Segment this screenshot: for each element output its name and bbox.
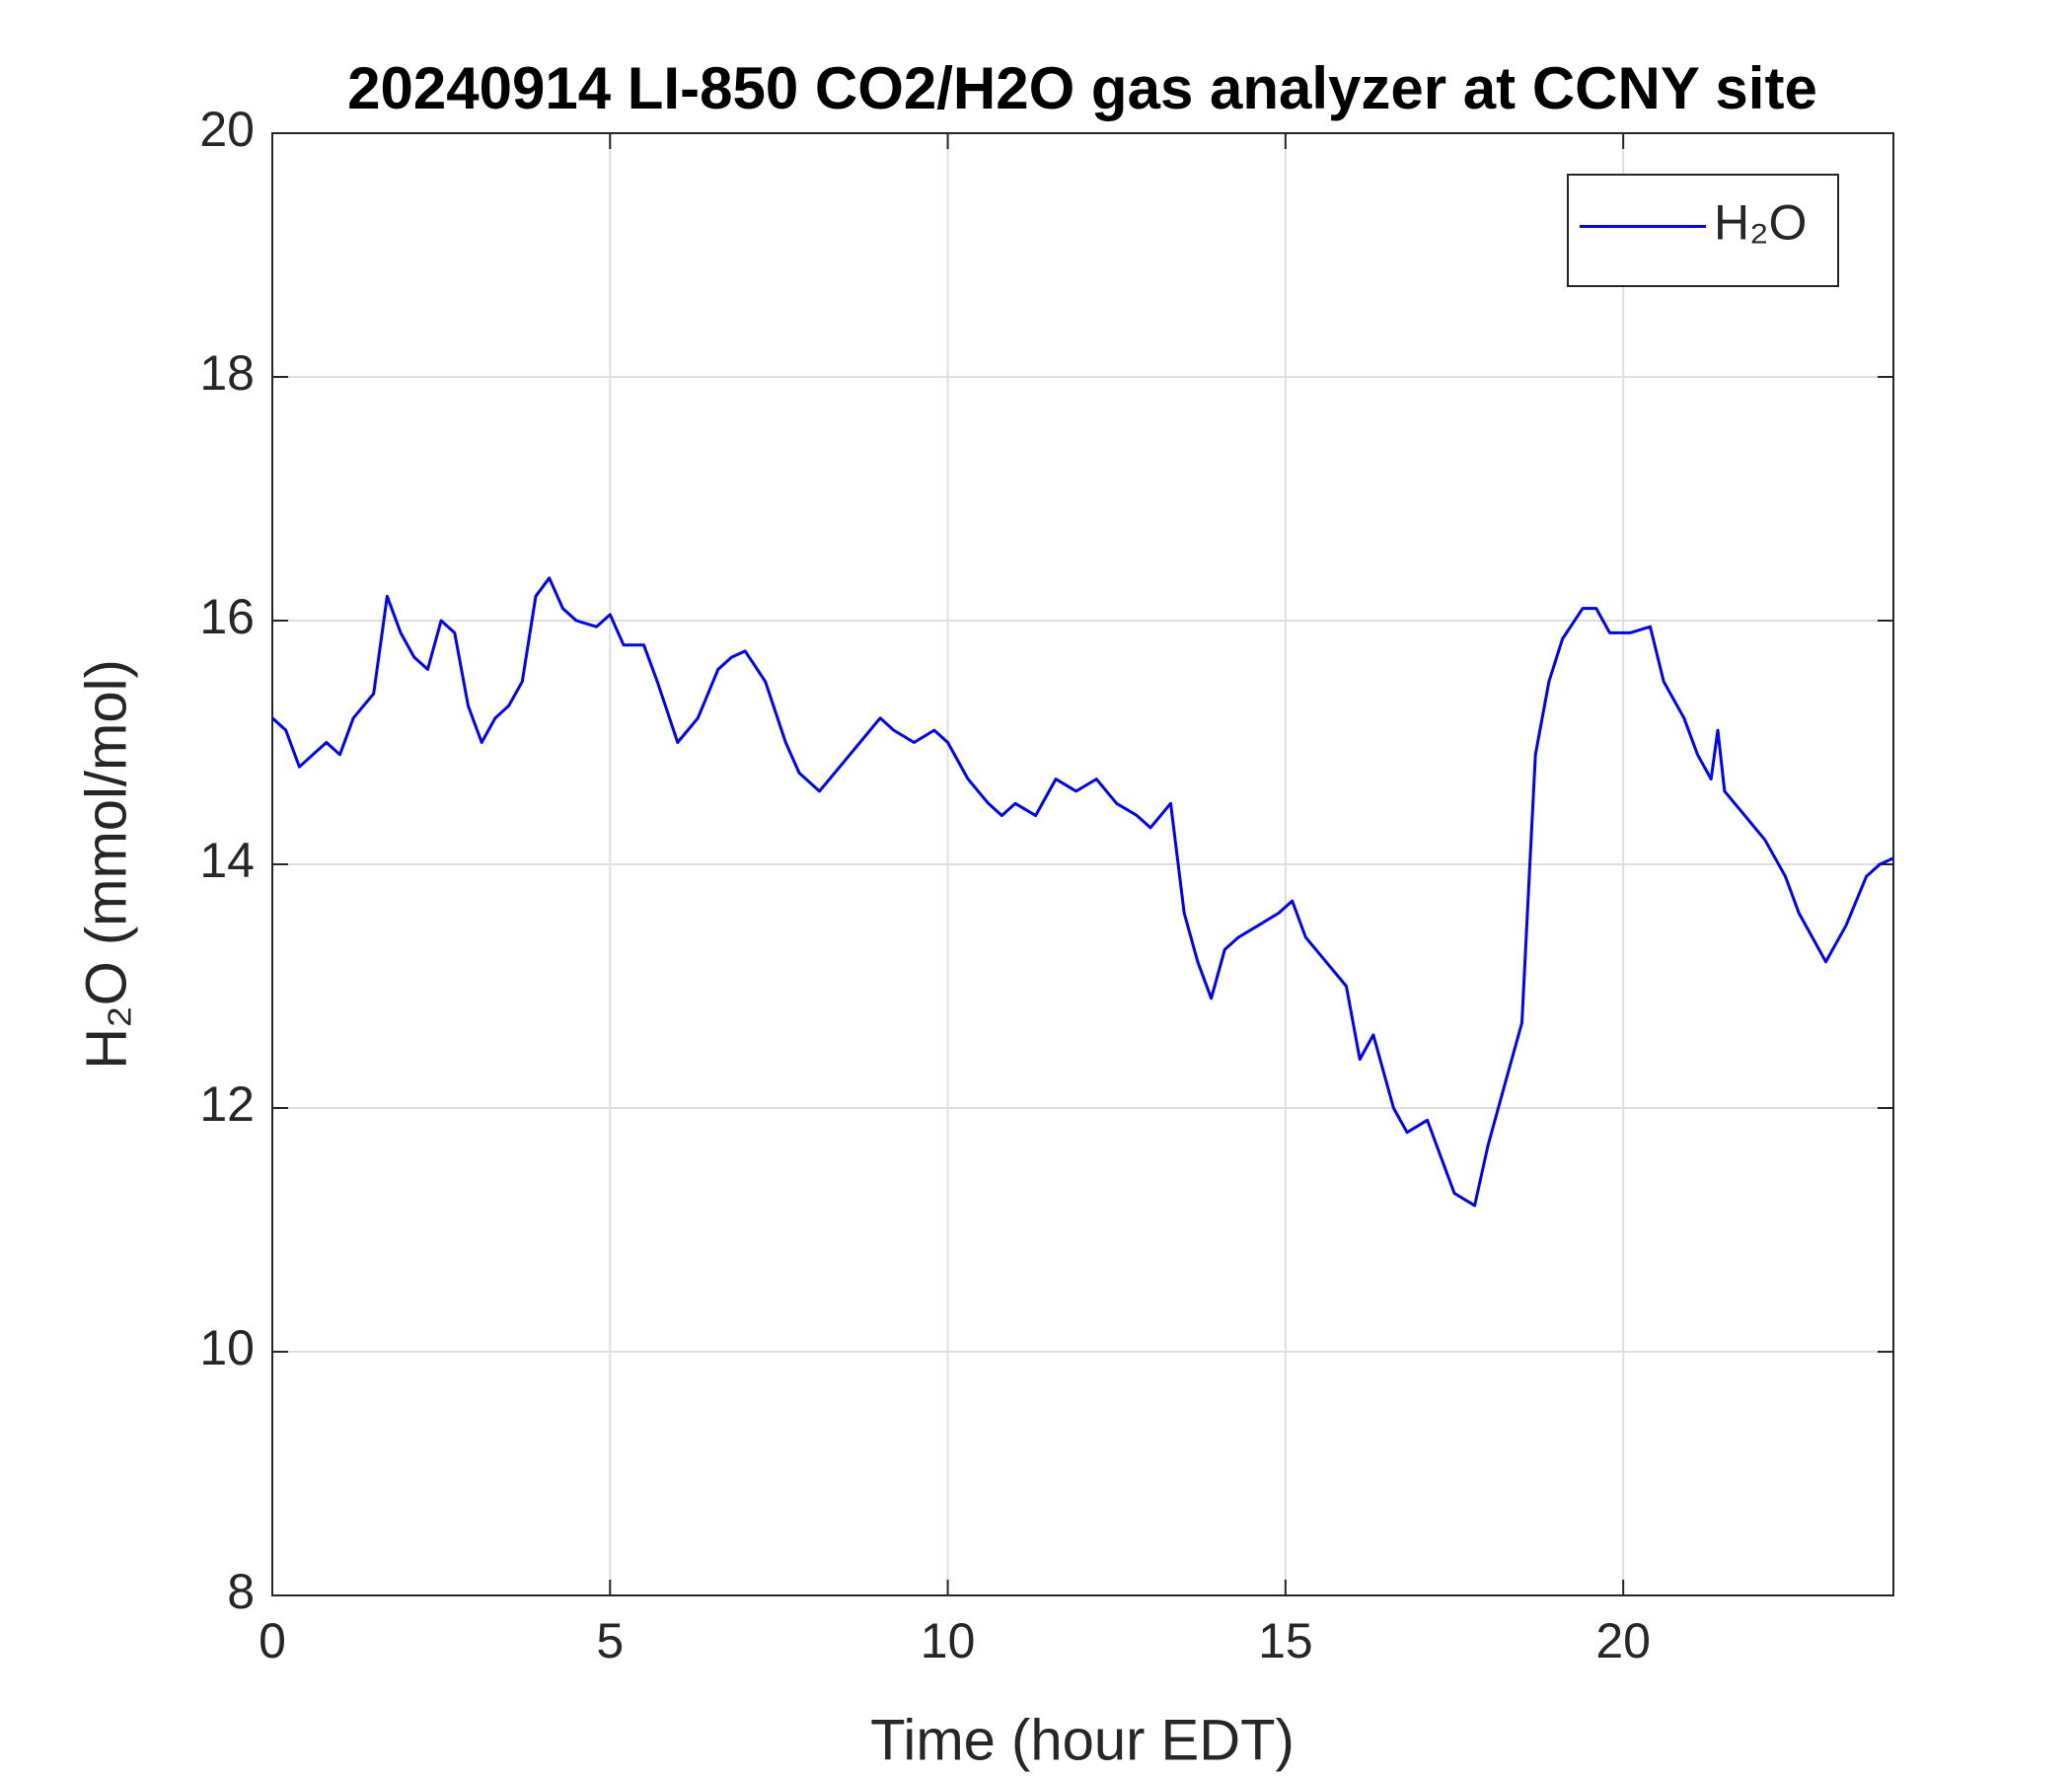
x-tick-label: 0	[259, 1613, 286, 1668]
x-tick-label: 15	[1258, 1613, 1313, 1668]
y-tick-label: 20	[199, 102, 255, 157]
y-tick-label: 16	[199, 589, 255, 644]
y-axis-label: H₂O (mmol/mol)	[74, 659, 138, 1070]
y-tick-label: 10	[199, 1320, 255, 1375]
legend-label: H₂O	[1714, 195, 1807, 251]
x-tick-label: 5	[596, 1613, 624, 1668]
data-line	[270, 576, 1894, 1208]
legend-box	[1567, 174, 1839, 287]
y-tick-label: 12	[199, 1076, 255, 1132]
x-axis-label: Time (hour EDT)	[870, 1708, 1295, 1772]
x-tick-label: 20	[1595, 1613, 1651, 1668]
y-tick-label: 18	[199, 345, 255, 401]
y-tick-label: 8	[227, 1564, 255, 1619]
chart-title: 20240914 LI-850 CO2/H2O gas analyzer at …	[347, 55, 1817, 121]
y-tick-label: 14	[199, 833, 255, 888]
plot-frame	[271, 132, 1894, 1596]
x-tick-label: 10	[921, 1613, 976, 1668]
